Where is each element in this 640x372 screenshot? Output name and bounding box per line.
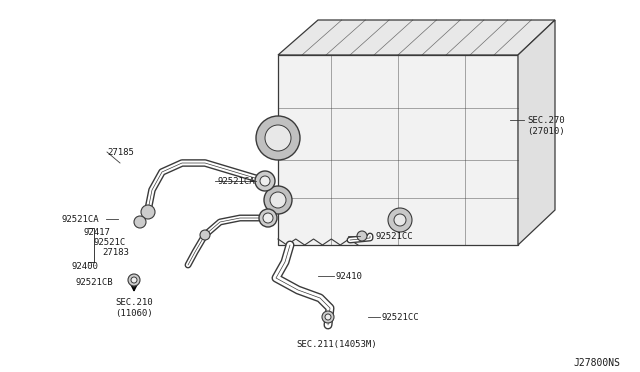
Text: (11060): (11060) bbox=[115, 309, 152, 318]
Text: SEC.270: SEC.270 bbox=[527, 116, 564, 125]
Text: 92521CC: 92521CC bbox=[376, 232, 413, 241]
Circle shape bbox=[394, 214, 406, 226]
Circle shape bbox=[322, 311, 334, 323]
Text: 92410: 92410 bbox=[336, 272, 363, 281]
Polygon shape bbox=[278, 55, 518, 245]
Text: 92521CA: 92521CA bbox=[62, 215, 100, 224]
Circle shape bbox=[264, 186, 292, 214]
Text: 92417: 92417 bbox=[84, 228, 111, 237]
Circle shape bbox=[325, 314, 331, 320]
Circle shape bbox=[128, 274, 140, 286]
Circle shape bbox=[270, 192, 286, 208]
Circle shape bbox=[265, 125, 291, 151]
Text: 92521CA: 92521CA bbox=[217, 177, 255, 186]
Polygon shape bbox=[518, 20, 555, 245]
Text: 92521CB: 92521CB bbox=[75, 278, 113, 287]
Circle shape bbox=[141, 205, 155, 219]
Circle shape bbox=[263, 213, 273, 223]
Circle shape bbox=[259, 209, 277, 227]
Circle shape bbox=[388, 208, 412, 232]
Text: J27800NS: J27800NS bbox=[573, 358, 620, 368]
Circle shape bbox=[131, 277, 137, 283]
Text: 92521C: 92521C bbox=[93, 238, 125, 247]
Circle shape bbox=[256, 116, 300, 160]
Circle shape bbox=[260, 176, 270, 186]
Text: 27185: 27185 bbox=[107, 148, 134, 157]
Polygon shape bbox=[278, 20, 555, 55]
Circle shape bbox=[200, 230, 210, 240]
Text: 92521CC: 92521CC bbox=[382, 313, 420, 322]
Circle shape bbox=[134, 216, 146, 228]
Text: 92400: 92400 bbox=[72, 262, 99, 271]
Circle shape bbox=[357, 231, 367, 241]
Text: SEC.211(14053M): SEC.211(14053M) bbox=[296, 340, 376, 349]
Text: 27183: 27183 bbox=[102, 248, 129, 257]
Text: SEC.210: SEC.210 bbox=[115, 298, 152, 307]
Circle shape bbox=[255, 171, 275, 191]
Text: (27010): (27010) bbox=[527, 127, 564, 136]
